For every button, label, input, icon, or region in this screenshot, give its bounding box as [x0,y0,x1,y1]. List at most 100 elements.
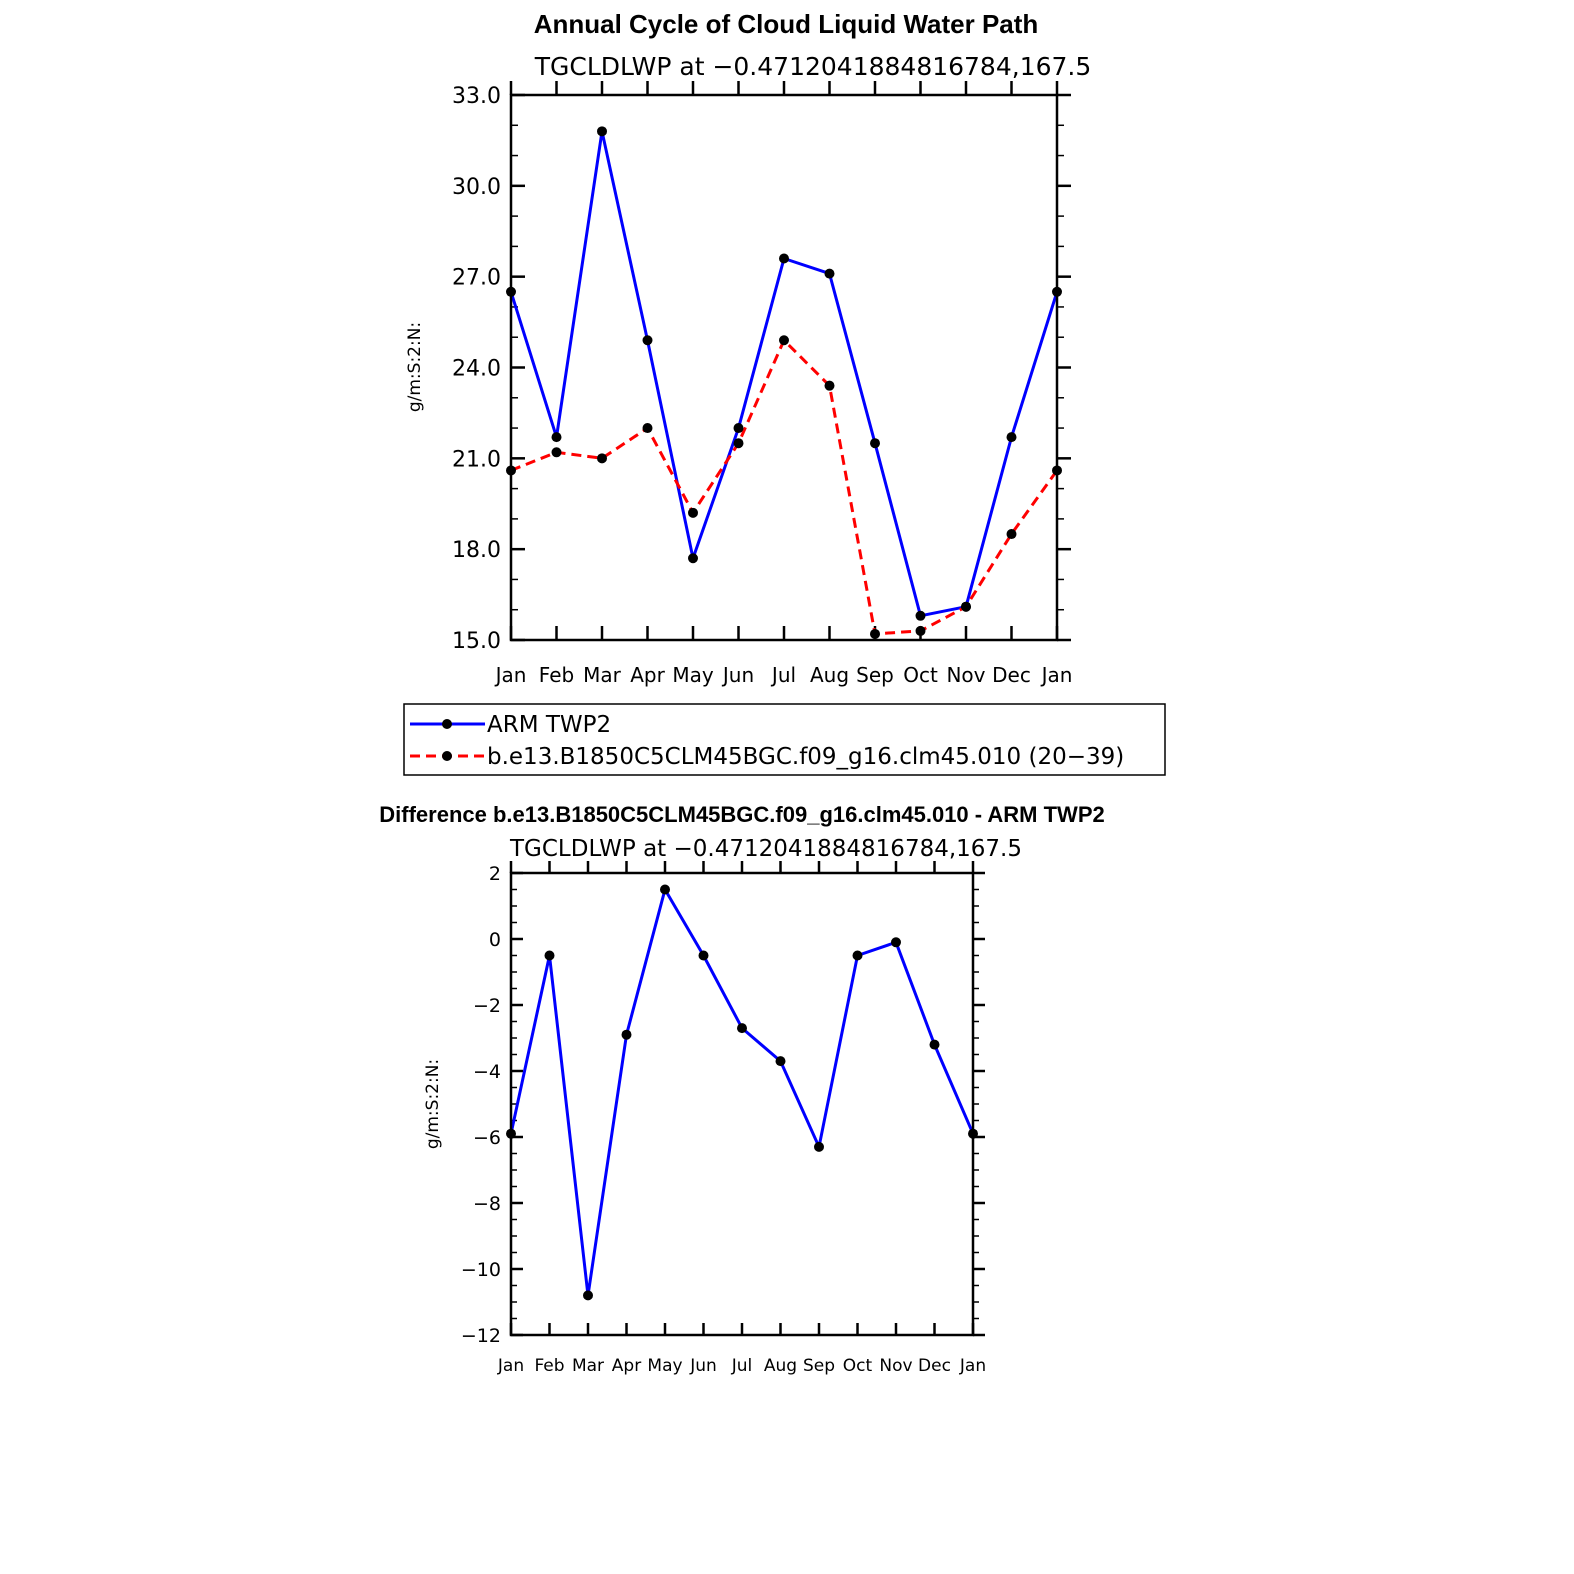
x-tick-label: Sep [856,663,894,687]
series-1-point [688,507,698,518]
series-0-point [852,950,863,961]
series-0-point [698,950,709,961]
annual-cycle-chart: Annual Cycle of Cloud Liquid Water Path … [405,9,1091,687]
series-1-point [824,380,835,391]
series-0-point [688,553,698,564]
x-tick-label: Jan [1040,663,1073,687]
chart1-title: Annual Cycle of Cloud Liquid Water Path [534,9,1039,39]
x-tick-label: Jul [731,1356,753,1376]
x-tick-label: Aug [764,1356,797,1376]
chart2-x-tick-labels: Jan Feb Mar Apr May Jun Jul Aug Sep Oct Nov Dec Jan [497,1356,986,1376]
series-0-point [597,126,607,137]
x-tick-label: Sep [803,1356,835,1376]
series-0-point [660,884,670,895]
chart2-plot-frame [509,871,975,1337]
x-tick-label: May [672,663,714,687]
x-tick-label: Jul [770,663,796,687]
chart1-axes [509,81,1071,642]
y-tick-label: −8 [473,1193,501,1215]
x-tick-label: Apr [612,1356,641,1376]
x-tick-label: Mar [572,1356,604,1376]
x-tick-label: Nov [946,663,985,687]
chart1-y-tick-labels: 15.0 18.0 21.0 24.0 27.0 30.0 33.0 [452,84,501,654]
y-tick-label: 0 [489,929,501,951]
x-tick-label: Feb [534,1356,564,1376]
series-0-point [870,438,880,449]
x-tick-label: Jan [497,1356,524,1376]
series-0-point [642,335,653,346]
series-0-point [621,1029,632,1040]
chart2-ylabel: g/m:S:2:N: [423,1059,443,1149]
series-0-point [1006,432,1017,443]
chart1-ylabel: g/m:S:2:N: [405,322,425,412]
legend-label-arm: ARM TWP2 [487,712,611,738]
chart1-plot-frame [509,93,1059,642]
chart2-series [506,884,978,1301]
series-1-point [1006,529,1017,540]
y-tick-label: 15.0 [452,629,501,654]
series-1-point [551,447,562,458]
series-0-point [544,950,555,961]
legend-marker-model [442,751,452,761]
series-1-point [779,335,789,346]
y-tick-label: 24.0 [452,356,501,381]
series-line-0 [509,888,975,1297]
y-tick-label: −12 [461,1325,501,1347]
x-tick-label: Oct [903,663,938,687]
series-0-point [775,1056,786,1067]
series-0-point [929,1039,940,1050]
series-0-point [737,1023,747,1034]
x-tick-label: Jan [959,1356,986,1376]
series-1-point [961,601,971,612]
x-tick-label: Apr [630,663,665,687]
series-0-point [583,1290,593,1301]
y-tick-label: 18.0 [452,538,501,563]
legend-marker-arm [442,719,452,729]
chart1-legend: ARM TWP2 b.e13.B1850C5CLM45BGC.f09_g16.c… [403,703,1166,776]
x-tick-label: Oct [843,1356,873,1376]
chart2-axes [509,861,985,1337]
y-tick-label: 30.0 [452,175,501,200]
x-tick-label: May [647,1356,682,1376]
x-tick-label: Jan [494,663,527,687]
y-tick-label: 27.0 [452,266,501,291]
x-tick-label: Dec [918,1356,951,1376]
series-0-point [551,432,562,443]
series-line-0 [509,129,1059,618]
x-tick-label: Aug [810,663,849,687]
series-1-point [733,438,744,449]
y-tick-label: 2 [489,863,501,885]
series-1-point [597,453,607,464]
series-0-point [733,423,744,434]
chart2-subtitle: TGCLDLWP at −0.4712041884816784,167.5 [509,836,1022,862]
chart1-x-tick-labels: Jan Feb Mar Apr May Jun Jul Aug Sep Oct Nov Dec Jan [494,663,1073,687]
y-tick-label: 33.0 [452,84,501,109]
legend-label-model: b.e13.B1850C5CLM45BGC.f09_g16.clm45.010 … [487,744,1124,770]
x-tick-label: Jun [689,1356,717,1376]
series-0-point [891,937,901,948]
x-tick-label: Feb [539,663,574,687]
difference-chart: Difference b.e13.B1850C5CLM45BGC.f09_g16… [379,802,1104,1376]
x-tick-label: Dec [992,663,1031,687]
series-1-point [642,423,653,434]
series-0-point [824,268,835,279]
series-0-point [814,1141,824,1152]
y-tick-label: −4 [473,1061,501,1083]
chart2-title: Difference b.e13.B1850C5CLM45BGC.f09_g16… [379,802,1104,827]
x-tick-label: Mar [583,663,622,687]
x-tick-label: Jun [721,663,754,687]
chart2-y-tick-labels: −12 −10 −8 −6 −4 −2 0 2 [461,863,501,1347]
x-tick-label: Nov [879,1356,912,1376]
legend-box [403,703,1166,776]
series-1-point [915,625,926,636]
chart1-series [506,126,1062,639]
y-tick-label: −10 [461,1259,501,1281]
series-1-point [870,628,880,639]
series-0-point [915,610,926,621]
chart1-subtitle: TGCLDLWP at −0.4712041884816784,167.5 [534,52,1092,81]
series-line-1 [510,338,1059,636]
y-tick-label: −2 [473,995,501,1017]
series-0-point [779,253,789,264]
y-tick-label: −6 [473,1127,501,1149]
